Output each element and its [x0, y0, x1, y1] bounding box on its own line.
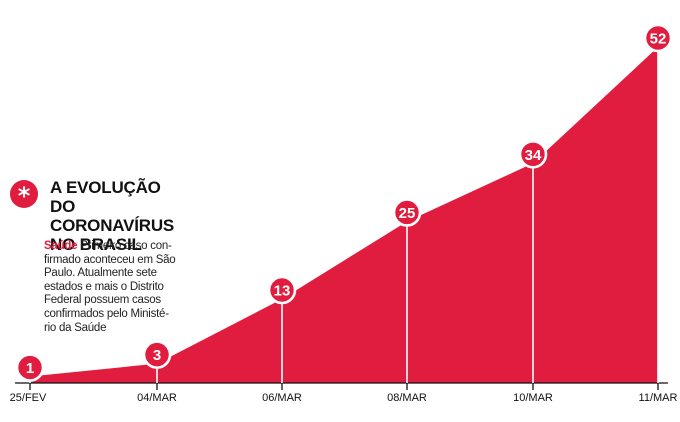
description-line: Paulo. Atualmente sete [44, 267, 157, 280]
description-keyword: Saúde [44, 240, 78, 252]
data-point [518, 140, 548, 169]
area-fill [30, 47, 658, 383]
data-label: 34 [525, 147, 542, 164]
description-line: firmado aconteceu em São [44, 253, 176, 266]
description: Saúde Primeiro caso con- firmado acontec… [44, 240, 180, 335]
data-label: 52 [650, 31, 667, 48]
description-line: Federal possuem casos [44, 294, 161, 307]
data-label: 13 [274, 283, 291, 300]
description-line: Saúde Primeiro caso con- [44, 240, 172, 252]
data-label: 1 [26, 360, 34, 377]
data-label: 3 [153, 347, 161, 364]
data-label: 25 [399, 205, 416, 222]
x-tick-label: 04/MAR [137, 392, 177, 404]
x-tick-label: 06/MAR [262, 392, 302, 404]
x-tick-label: 10/MAR [513, 392, 553, 404]
description-line: confirmados pelo Ministé- [44, 307, 169, 320]
description-line: rio da Saúde [44, 321, 107, 334]
data-point [267, 275, 297, 305]
data-point [15, 353, 45, 382]
data-point [643, 23, 673, 53]
x-tick-label: 11/MAR [639, 392, 678, 404]
description-line: estados e mais o Distrito [44, 280, 164, 293]
chart-title: A EVOLUÇÃO DO CORONAVÍRUS NO BRASIL [50, 178, 175, 254]
x-tick-label: 08/MAR [387, 392, 427, 404]
data-point [392, 198, 422, 227]
asterisk-icon: * [10, 180, 38, 210]
x-tick-label: 25/FEV [10, 392, 47, 404]
data-point [142, 340, 172, 369]
